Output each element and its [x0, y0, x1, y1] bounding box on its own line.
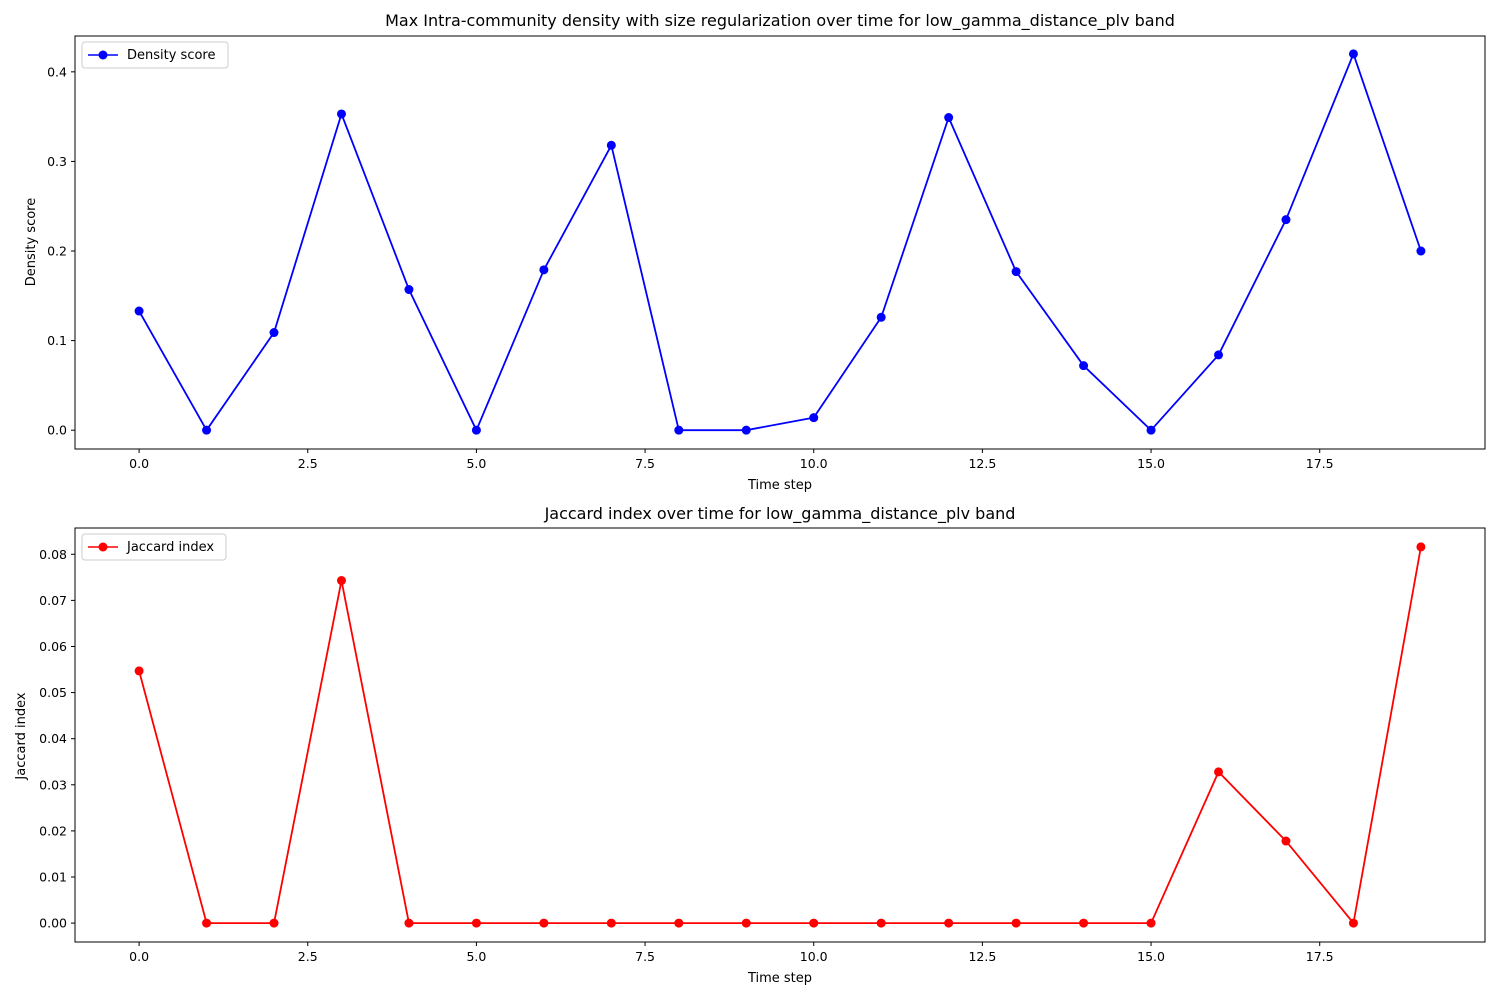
density-x-tick-label: 10.0 — [800, 456, 828, 471]
density-data-point — [1348, 49, 1358, 59]
jaccard-x-tick-label: 15.0 — [1137, 949, 1165, 964]
jaccard-data-point — [539, 918, 549, 928]
jaccard-data-point — [471, 918, 481, 928]
density-data-point — [269, 328, 279, 338]
density-x-tick-label: 0.0 — [129, 456, 149, 471]
density-data-point — [404, 285, 414, 295]
jaccard-data-point — [202, 918, 212, 928]
jaccard-x-tick-label: 2.5 — [298, 949, 318, 964]
density-x-tick-label: 17.5 — [1306, 456, 1334, 471]
density-y-tick-label: 0.2 — [47, 244, 67, 259]
density-chart-ticks: 0.0 2.5 5.0 7.5 10.0 12.5 15.0 17.5 0.0 0.1 0.2 0.3… — [47, 64, 1334, 471]
jaccard-data-point — [1348, 918, 1358, 928]
jaccard-chart: Jaccard index over time for low_gamma_di… — [14, 504, 1486, 986]
density-data-point — [1011, 267, 1021, 277]
jaccard-x-tick-label: 10.0 — [800, 949, 828, 964]
density-legend-label: Density score — [127, 48, 216, 63]
jaccard-y-tick-label: 0.00 — [39, 916, 67, 931]
jaccard-legend-box — [81, 533, 227, 561]
density-data-point — [1416, 246, 1426, 256]
jaccard-data-point — [741, 918, 751, 928]
jaccard-y-tick-label: 0.05 — [39, 685, 67, 700]
density-data-point — [674, 425, 684, 435]
density-chart-title: Max Intra-community density with size re… — [385, 11, 1175, 31]
density-data-point — [134, 306, 144, 316]
jaccard-data-point — [1214, 767, 1224, 777]
jaccard-chart-ticks: 0.0 2.5 5.0 7.5 10.0 12.5 15.0 17.5 0.00 0.01 0.02… — [39, 547, 1333, 964]
density-chart-frame — [74, 35, 1486, 450]
density-data-point — [741, 425, 751, 435]
jaccard-x-tick-label: 17.5 — [1306, 949, 1334, 964]
jaccard-data-point — [134, 666, 144, 676]
jaccard-chart-ylabel: Jaccard index — [14, 692, 29, 780]
density-y-tick-label: 0.3 — [47, 154, 67, 169]
jaccard-data-point — [404, 918, 414, 928]
jaccard-x-tick-label: 5.0 — [466, 949, 486, 964]
density-data-point — [1146, 425, 1156, 435]
jaccard-chart-frame — [74, 527, 1486, 943]
density-chart-legend: Density score — [81, 41, 229, 69]
jaccard-y-tick-label: 0.01 — [39, 869, 67, 884]
jaccard-data-point — [674, 918, 684, 928]
density-y-tick-label: 0.1 — [47, 333, 67, 348]
jaccard-y-tick-label: 0.07 — [39, 593, 67, 608]
jaccard-data-point — [269, 918, 279, 928]
jaccard-data-point — [1281, 836, 1291, 846]
density-data-point — [944, 113, 954, 123]
jaccard-chart-legend: Jaccard index — [81, 533, 227, 561]
jaccard-chart-plot-area — [134, 542, 1426, 928]
jaccard-data-point — [944, 918, 954, 928]
jaccard-x-tick-label: 7.5 — [635, 949, 655, 964]
density-data-point — [1281, 215, 1291, 225]
density-y-tick-label: 0.0 — [47, 423, 67, 438]
density-chart-xlabel: Time step — [747, 478, 812, 493]
density-x-tick-label: 2.5 — [298, 456, 318, 471]
density-data-point — [539, 265, 549, 275]
jaccard-data-point — [1079, 918, 1089, 928]
density-data-point — [1079, 361, 1089, 371]
density-chart: Max Intra-community density with size re… — [24, 11, 1486, 493]
jaccard-data-point — [809, 918, 819, 928]
density-x-tick-label: 5.0 — [466, 456, 486, 471]
jaccard-data-point — [606, 918, 616, 928]
density-chart-plot-area — [134, 49, 1426, 435]
jaccard-data-point — [876, 918, 886, 928]
density-data-point — [336, 109, 346, 119]
jaccard-y-tick-label: 0.04 — [39, 731, 67, 746]
jaccard-legend-label: Jaccard index — [126, 540, 214, 555]
density-data-point — [809, 413, 819, 423]
density-legend-marker — [98, 50, 108, 60]
jaccard-chart-xlabel: Time step — [747, 971, 812, 986]
density-data-point — [1214, 350, 1224, 360]
density-data-point — [202, 425, 212, 435]
density-data-point — [471, 425, 481, 435]
density-x-tick-label: 15.0 — [1137, 456, 1165, 471]
jaccard-data-point — [1146, 918, 1156, 928]
jaccard-legend-marker — [98, 542, 108, 552]
density-series-line — [138, 53, 1422, 432]
density-data-point — [876, 312, 886, 322]
jaccard-series-line — [138, 546, 1422, 924]
jaccard-chart-title: Jaccard index over time for low_gamma_di… — [544, 504, 1016, 524]
density-data-point — [606, 140, 616, 150]
jaccard-y-tick-label: 0.06 — [39, 639, 67, 654]
density-x-tick-label: 7.5 — [635, 456, 655, 471]
jaccard-data-point — [1011, 918, 1021, 928]
jaccard-x-tick-label: 12.5 — [968, 949, 996, 964]
jaccard-y-tick-label: 0.02 — [39, 823, 67, 838]
jaccard-data-point — [1416, 542, 1426, 552]
jaccard-y-tick-label: 0.03 — [39, 777, 67, 792]
density-x-tick-label: 12.5 — [968, 456, 996, 471]
density-y-tick-label: 0.4 — [47, 64, 67, 79]
density-chart-ylabel: Density score — [24, 198, 39, 287]
density-legend-box — [81, 41, 229, 69]
jaccard-y-tick-label: 0.08 — [39, 547, 67, 562]
jaccard-data-point — [336, 576, 346, 586]
jaccard-x-tick-label: 0.0 — [129, 949, 149, 964]
